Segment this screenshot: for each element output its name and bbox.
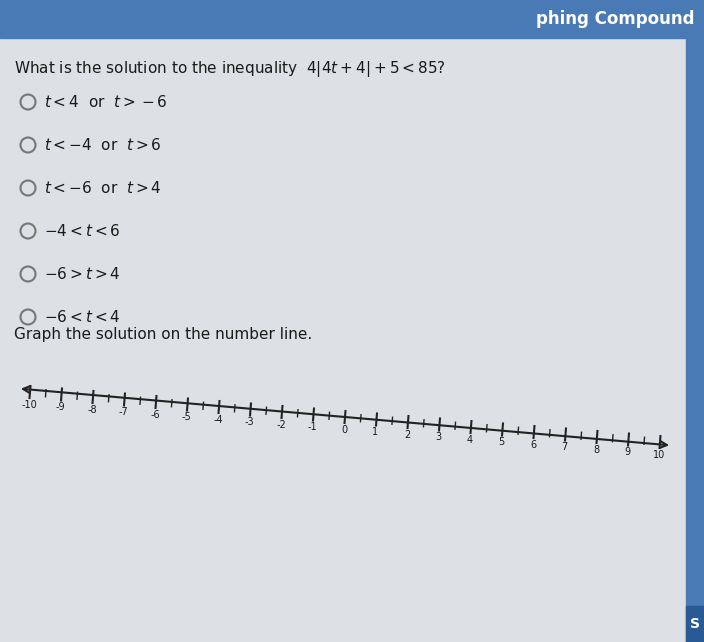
Bar [686, 606, 704, 642]
Text: 8: 8 [593, 445, 599, 455]
Text: $t < 4$  or  $t > -6$: $t < 4$ or $t > -6$ [44, 94, 168, 110]
Text: $-6 < t < 4$: $-6 < t < 4$ [44, 309, 120, 325]
Text: $-4 < t < 6$: $-4 < t < 6$ [44, 223, 120, 239]
Text: 6: 6 [530, 440, 536, 450]
Text: -9: -9 [56, 403, 65, 412]
Text: $t < -6$  or  $t > 4$: $t < -6$ or $t > 4$ [44, 180, 162, 196]
Text: 2: 2 [404, 430, 410, 440]
Text: 4: 4 [467, 435, 473, 445]
Text: -5: -5 [182, 412, 191, 422]
Text: -8: -8 [87, 405, 96, 415]
Text: 3: 3 [435, 433, 441, 442]
Text: -4: -4 [213, 415, 222, 425]
Text: 9: 9 [624, 447, 631, 458]
Text: -1: -1 [308, 422, 318, 433]
Text: -7: -7 [118, 408, 128, 417]
Text: -6: -6 [150, 410, 160, 420]
Bar [0, 0, 704, 38]
Text: What is the solution to the inequality  $4|4t + 4| + 5 < 85?$: What is the solution to the inequality $… [14, 59, 446, 79]
Text: Graph the solution on the number line.: Graph the solution on the number line. [14, 327, 313, 342]
Text: $-6 > t > 4$: $-6 > t > 4$ [44, 266, 120, 282]
Text: $t < -4$  or  $t > 6$: $t < -4$ or $t > 6$ [44, 137, 162, 153]
Text: 0: 0 [341, 425, 347, 435]
Text: 1: 1 [372, 428, 379, 437]
Text: 10: 10 [653, 450, 665, 460]
Text: -3: -3 [245, 417, 254, 428]
Text: 5: 5 [498, 437, 505, 447]
Text: phing Compound: phing Compound [536, 10, 694, 28]
Text: 7: 7 [561, 442, 567, 453]
Bar [686, 0, 704, 642]
Text: -10: -10 [21, 400, 37, 410]
Text: -2: -2 [276, 420, 286, 430]
Text: S: S [690, 617, 700, 631]
